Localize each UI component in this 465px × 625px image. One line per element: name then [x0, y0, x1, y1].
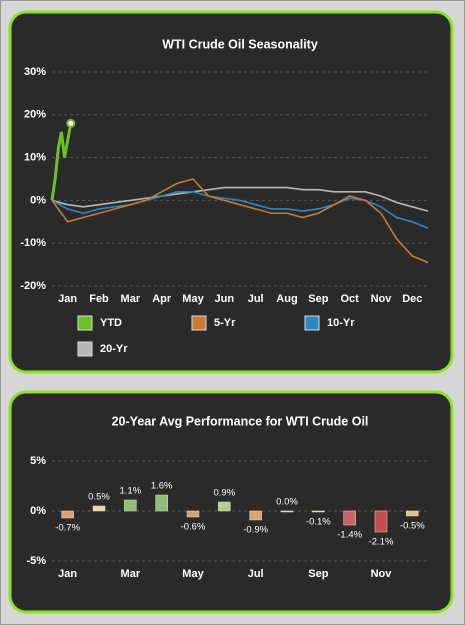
bar	[186, 510, 200, 518]
bar	[92, 505, 106, 512]
x-tick-label: Nov	[371, 568, 393, 580]
value-label: 0.0%	[276, 497, 298, 508]
x-tick-label: Dec	[402, 293, 422, 305]
legend-swatch	[77, 315, 93, 331]
y-tick-label: 20%	[24, 109, 46, 121]
x-tick-label: Jan	[58, 293, 77, 305]
x-tick-label: May	[182, 293, 204, 305]
legend-label: 5-Yr	[214, 317, 236, 329]
y-tick-label: -20%	[20, 280, 46, 292]
x-tick-label: May	[182, 568, 204, 580]
value-label: -0.1%	[306, 517, 331, 528]
value-label: -0.7%	[55, 523, 80, 534]
legend-swatch	[304, 315, 320, 331]
bar	[406, 510, 419, 517]
x-tick-label: Aug	[276, 293, 297, 305]
series-line	[51, 178, 429, 264]
chart-title: 20-Year Avg Performance for WTI Crude Oi…	[112, 414, 369, 428]
bar	[218, 501, 231, 512]
bar	[343, 510, 356, 526]
x-tick-label: Oct	[340, 293, 359, 305]
x-tick-label: Sep	[308, 568, 328, 580]
x-tick-label: Mar	[121, 568, 141, 580]
legend-swatch	[77, 341, 93, 357]
legend-swatch	[191, 315, 207, 331]
y-tick-label: 30%	[24, 66, 46, 78]
bar	[312, 510, 325, 513]
y-tick-label: 0%	[30, 194, 46, 206]
legend-label: 20-Yr	[100, 343, 128, 355]
value-label: -0.9%	[243, 525, 268, 536]
x-tick-label: Nov	[371, 293, 393, 305]
panel	[8, 10, 454, 374]
y-tick-label: -10%	[20, 237, 46, 249]
bar	[374, 510, 388, 533]
bar	[249, 510, 262, 521]
y-tick-label: 0%	[30, 505, 46, 517]
x-tick-label: Mar	[121, 293, 141, 305]
series-line	[51, 186, 429, 212]
x-tick-label: Jun	[215, 293, 235, 305]
series-line	[50, 123, 73, 201]
y-tick-label: -5%	[26, 555, 46, 567]
value-label: -1.4%	[337, 530, 362, 541]
x-tick-label: Jul	[248, 568, 264, 580]
bar	[155, 494, 168, 512]
value-label: -2.1%	[369, 537, 394, 548]
y-tick-label: 5%	[30, 455, 46, 467]
x-tick-label: Apr	[152, 293, 172, 305]
value-label: 0.9%	[214, 488, 236, 499]
legend-label: 10-Yr	[327, 317, 355, 329]
bar	[61, 510, 74, 519]
bar	[124, 499, 137, 512]
bar	[280, 510, 294, 513]
x-tick-label: Jul	[248, 293, 264, 305]
value-label: 1.6%	[151, 481, 173, 492]
x-tick-label: Sep	[308, 293, 328, 305]
y-tick-label: 10%	[24, 152, 46, 164]
value-label: -0.5%	[400, 521, 425, 532]
panel	[8, 390, 454, 614]
end-marker	[66, 118, 76, 128]
value-label: 1.1%	[120, 486, 142, 497]
x-tick-label: Jan	[58, 568, 77, 580]
value-label: -0.6%	[181, 522, 206, 533]
value-label: 0.5%	[88, 492, 110, 503]
legend-label: YTD	[100, 317, 122, 329]
chart-title: WTI Crude Oil Seasonality	[162, 37, 318, 51]
x-tick-label: Feb	[89, 293, 109, 305]
